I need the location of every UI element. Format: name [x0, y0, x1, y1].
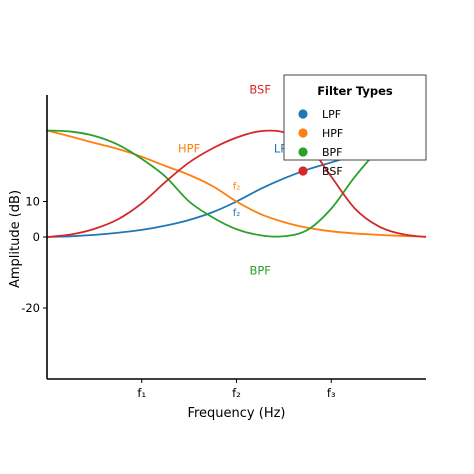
y-tick-label: 0 — [33, 230, 40, 244]
legend-marker-hpf — [298, 128, 308, 138]
series-hpf-line — [46, 129, 427, 238]
annotation-label: BSF — [249, 83, 271, 97]
x-tick-label: f₃ — [327, 386, 336, 400]
legend-marker-bpf — [298, 147, 308, 157]
series-bsf-line — [46, 129, 427, 238]
legend-marker-bsf — [298, 166, 308, 176]
legend-label: BPF — [322, 146, 343, 159]
x-tick-label: f₂ — [232, 386, 241, 400]
series-bpf-line — [46, 126, 427, 238]
legend-title: Filter Types — [317, 84, 393, 98]
annotation-label: BPF — [249, 264, 270, 278]
legend-box — [283, 74, 427, 161]
legend-label: BSF — [322, 165, 343, 178]
y-axis-label: Amplitude (dB) — [8, 190, 23, 288]
annotation-label: f₂ — [233, 182, 241, 193]
x-axis-label: Frequency (Hz) — [187, 406, 285, 421]
legend-label: LPF — [322, 108, 341, 121]
y-tick-label: 10 — [25, 195, 40, 209]
x-tick-label: f₁ — [137, 386, 146, 400]
annotation-label: f₂ — [233, 208, 241, 219]
legend: Filter Types LPF HPF BPF BSF — [283, 74, 427, 178]
y-tick-label: -20 — [21, 301, 40, 315]
legend-label: HPF — [322, 127, 343, 140]
y-ticks: -20 0 10 — [21, 195, 47, 315]
annotations: BSFHPFLPFBPFf₂f₂ — [178, 83, 294, 278]
annotation-label: HPF — [178, 141, 200, 155]
legend-marker-lpf — [298, 109, 308, 119]
legend-entries: LPF HPF BPF BSF — [298, 108, 343, 178]
x-ticks: f₁ f₂ f₃ — [137, 379, 336, 400]
